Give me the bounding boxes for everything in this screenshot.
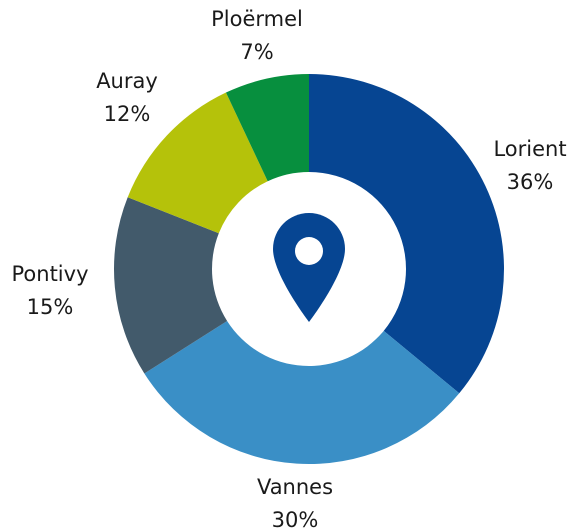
donut-slice (114, 197, 228, 374)
slice-label: Pontivy (12, 262, 89, 286)
slice-value-label: 7% (240, 40, 273, 64)
donut-slice (309, 74, 505, 394)
donut-slice (225, 74, 309, 182)
donut-slice (127, 92, 268, 234)
pin-icon (273, 213, 345, 322)
slice-label: Ploërmel (211, 7, 303, 31)
slice-value-label: 36% (507, 170, 554, 194)
donut-slice (144, 320, 460, 464)
slice-value-label: 12% (104, 102, 151, 126)
slice-label: Auray (96, 69, 158, 93)
slice-label: Lorient (493, 137, 566, 161)
slice-value-label: 15% (27, 295, 74, 319)
slice-label: Vannes (257, 475, 333, 499)
slice-value-label: 30% (272, 508, 319, 529)
